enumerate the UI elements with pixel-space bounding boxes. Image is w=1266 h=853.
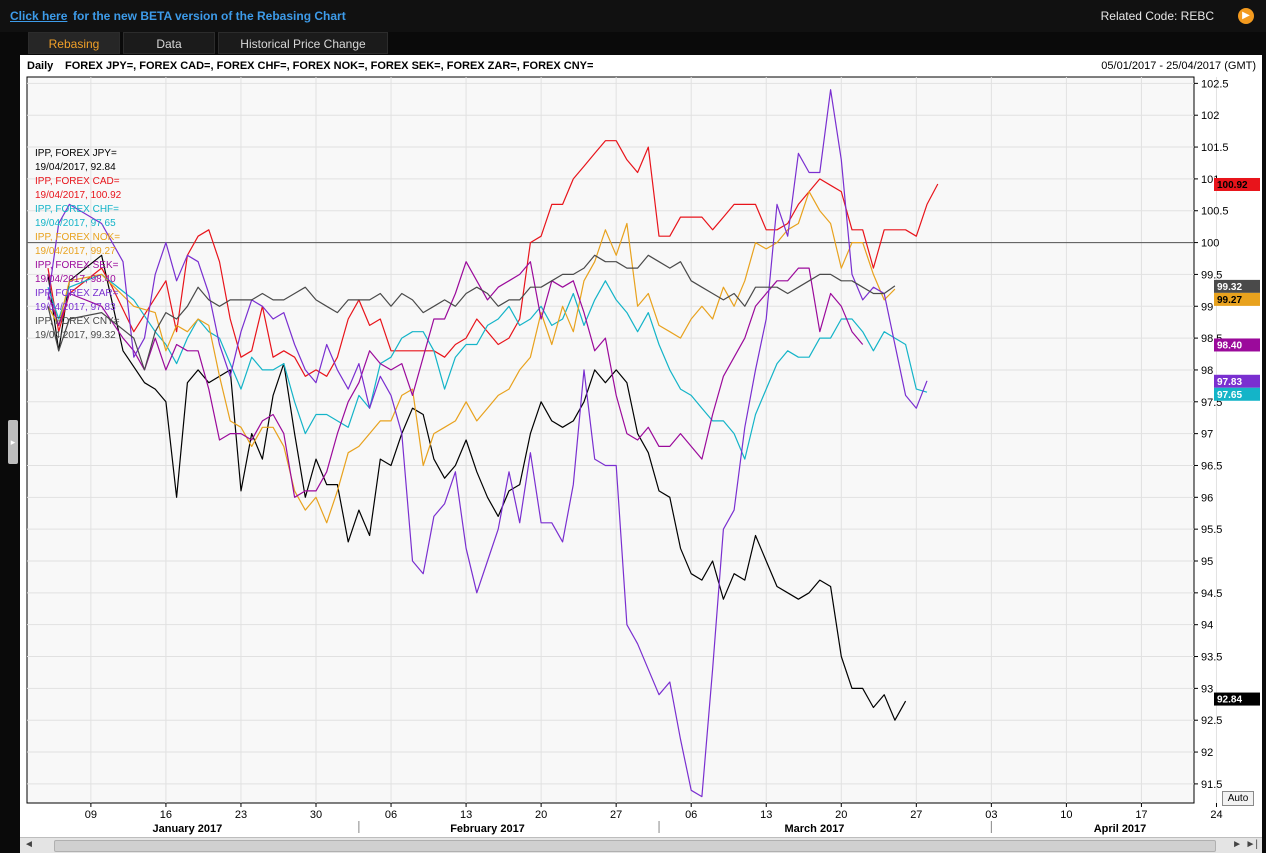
tab-data[interactable]: Data — [123, 32, 215, 54]
last-value-badge — [1214, 177, 1260, 191]
series-line-forex-cny[interactable] — [47, 254, 896, 371]
last-value-label: 98.40 — [1217, 340, 1242, 351]
y-tick-label: 94.5 — [1201, 588, 1222, 600]
x-tick-label: 13 — [760, 809, 772, 821]
beta-link[interactable]: Click here — [10, 9, 68, 23]
last-value-badge — [1214, 374, 1260, 388]
time-scrollbar[interactable]: ◄ ► ►| — [20, 837, 1262, 853]
month-label: January 2017 — [153, 823, 223, 835]
last-value-label: 97.83 — [1217, 377, 1242, 388]
tab-historical-price-change[interactable]: Historical Price Change — [218, 32, 388, 54]
last-value-badge — [1214, 338, 1260, 352]
x-tick-label: 27 — [610, 809, 622, 821]
x-tick-label: 20 — [835, 809, 847, 821]
play-icon[interactable]: ▶ — [1238, 8, 1254, 24]
legend-value: 19/04/2017, 100.92 — [35, 190, 122, 201]
legend-name: IPP, FOREX SEK= — [35, 260, 119, 271]
legend-value: 19/04/2017, 92.84 — [35, 162, 116, 173]
y-tick-label: 93 — [1201, 683, 1213, 695]
y-tick-label: 97 — [1201, 429, 1213, 441]
y-tick-label: 102.5 — [1201, 78, 1229, 90]
legend-name: IPP, FOREX CAD= — [35, 176, 120, 187]
x-tick-label: 06 — [685, 809, 697, 821]
x-tick-label: 10 — [1060, 809, 1072, 821]
y-tick-label: 98 — [1201, 365, 1213, 377]
month-label: February 2017 — [450, 823, 525, 835]
x-tick-label: 06 — [385, 809, 397, 821]
legend-value: 19/04/2017, 97.83 — [35, 302, 116, 313]
tab-rebasing[interactable]: Rebasing — [28, 32, 120, 54]
y-tick-label: 99.5 — [1201, 269, 1222, 281]
series-line-forex-nok[interactable] — [47, 191, 896, 524]
x-tick-label: 27 — [910, 809, 922, 821]
rebasing-chart[interactable]: 102.5102101.5101100.510099.59998.59897.5… — [20, 55, 1262, 837]
y-tick-label: 91.5 — [1201, 779, 1222, 791]
y-tick-label: 100.5 — [1201, 206, 1229, 218]
legend-name: IPP, FOREX ZAR= — [35, 288, 119, 299]
series-line-forex-cad[interactable] — [47, 140, 939, 377]
month-label: April 2017 — [1094, 823, 1147, 835]
related-code: Related Code: REBC — [1100, 9, 1214, 23]
series-line-forex-zar[interactable] — [47, 89, 928, 798]
x-tick-label: 16 — [160, 809, 172, 821]
scroll-right-icon[interactable]: ► — [1232, 839, 1242, 850]
scroll-end-icon[interactable]: ►| — [1245, 839, 1259, 850]
y-tick-label: 96 — [1201, 492, 1213, 504]
legend-name: IPP, FOREX CNY= — [35, 316, 120, 327]
y-tick-label: 95 — [1201, 556, 1213, 568]
chart-header: Daily FOREX JPY=, FOREX CAD=, FOREX CHF=… — [20, 55, 1262, 77]
last-value-badge — [1214, 279, 1260, 293]
last-value-label: 97.65 — [1217, 390, 1242, 401]
last-value-label: 99.27 — [1217, 295, 1242, 306]
x-tick-label: 17 — [1135, 809, 1147, 821]
legend-name: IPP, FOREX JPY= — [35, 148, 117, 159]
x-tick-label: 13 — [460, 809, 472, 821]
x-tick-label: 20 — [535, 809, 547, 821]
y-tick-label: 95.5 — [1201, 524, 1222, 536]
month-label: March 2017 — [785, 823, 845, 835]
x-tick-label: 30 — [310, 809, 322, 821]
x-tick-label: 03 — [985, 809, 997, 821]
panel-expand-handle[interactable]: ▸ — [8, 420, 18, 464]
last-value-label: 92.84 — [1217, 695, 1242, 706]
last-value-label: 99.32 — [1217, 282, 1242, 293]
legend-value: 19/04/2017, 99.32 — [35, 330, 116, 341]
y-tick-label: 100 — [1201, 238, 1219, 250]
y-tick-label: 101.5 — [1201, 142, 1229, 154]
top-bar: Click here for the new BETA version of t… — [0, 0, 1266, 32]
y-tick-label: 102 — [1201, 110, 1219, 122]
y-tick-label: 93.5 — [1201, 652, 1222, 664]
y-tick-label: 99 — [1201, 301, 1213, 313]
y-tick-label: 92 — [1201, 747, 1213, 759]
y-tick-label: 96.5 — [1201, 460, 1222, 472]
legend-value: 19/04/2017, 97.65 — [35, 218, 116, 229]
series-line-forex-chf[interactable] — [47, 273, 928, 460]
x-tick-label: 09 — [85, 809, 97, 821]
x-tick-label: 23 — [235, 809, 247, 821]
scroll-left-icon[interactable]: ◄ — [24, 839, 34, 850]
date-range[interactable]: 05/01/2017 - 25/04/2017 (GMT) — [1101, 60, 1256, 72]
y-tick-label: 94 — [1201, 620, 1213, 632]
chart-frame: Daily FOREX JPY=, FOREX CAD=, FOREX CHF=… — [20, 55, 1262, 853]
series-line-forex-sek[interactable] — [47, 261, 864, 498]
auto-scale-button[interactable]: Auto — [1222, 791, 1254, 806]
y-tick-label: 92.5 — [1201, 715, 1222, 727]
legend-value: 19/04/2017, 98.40 — [35, 274, 116, 285]
last-value-label: 100.92 — [1217, 180, 1248, 191]
last-value-badge — [1214, 387, 1260, 401]
scroll-thumb[interactable] — [54, 840, 1216, 852]
beta-link-text[interactable]: for the new BETA version of the Rebasing… — [73, 9, 346, 23]
plot-area — [26, 76, 1195, 804]
legend-name: IPP, FOREX NOK= — [35, 232, 120, 243]
legend-value: 19/04/2017, 99.27 — [35, 246, 116, 257]
frequency-label[interactable]: Daily — [27, 60, 54, 72]
last-value-badge — [1214, 692, 1260, 706]
legend-name: IPP, FOREX CHF= — [35, 204, 119, 215]
ric-list: FOREX JPY=, FOREX CAD=, FOREX CHF=, FORE… — [65, 60, 594, 72]
last-value-badge — [1214, 292, 1260, 306]
x-tick-label: 24 — [1210, 809, 1222, 821]
